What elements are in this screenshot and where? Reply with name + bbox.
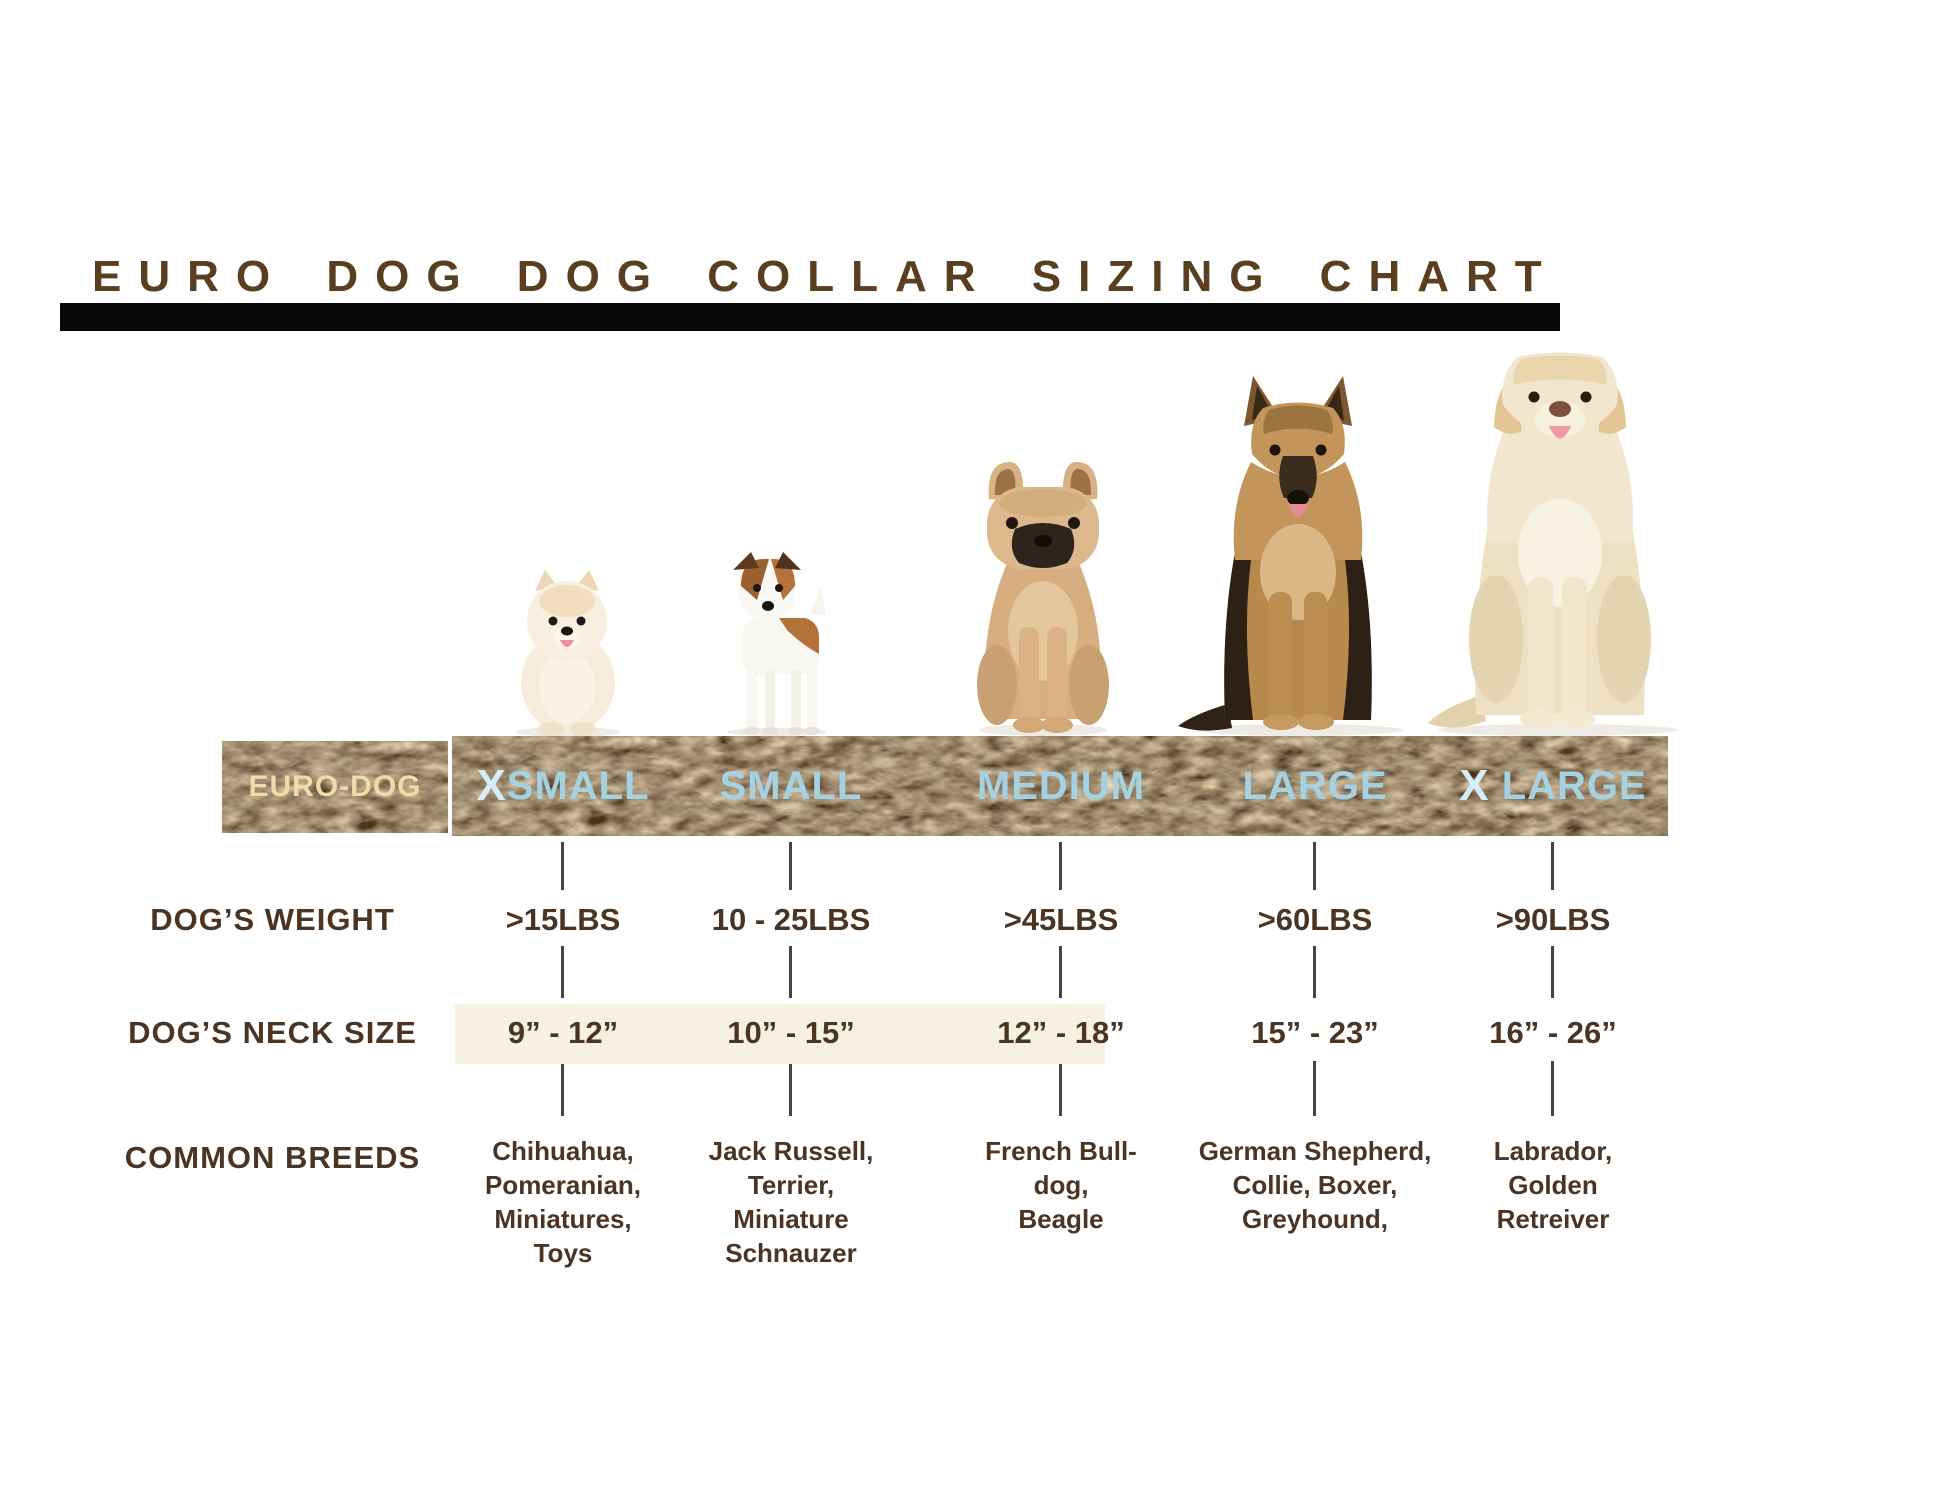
connector-tick: [1551, 946, 1554, 998]
connector-tick: [1059, 1061, 1062, 1116]
neck-value-xlarge: 16” - 26”: [1489, 1015, 1617, 1050]
brand-label: EURO-DOG: [248, 770, 422, 803]
breeds-value-medium: French Bull- dog, Beagle: [985, 1136, 1137, 1234]
connector-tick: [1313, 842, 1316, 890]
connector-tick: [561, 1061, 564, 1116]
connector-tick: [1059, 842, 1062, 890]
size-label-xlarge: X LARGE: [1459, 761, 1647, 810]
connector-tick: [1551, 842, 1554, 890]
weight-value-medium: >45LBS: [1003, 902, 1119, 937]
connector-tick: [789, 1061, 792, 1116]
breeds-value-small: Jack Russell, Terrier, Miniature Schnauz…: [708, 1136, 874, 1268]
connector-tick: [561, 946, 564, 998]
size-prefix: X: [1459, 761, 1490, 810]
jack-russell-image: [713, 546, 835, 737]
brand-plate: EURO-DOG: [222, 741, 448, 833]
weight-value-xsmall: >15LBS: [505, 902, 621, 937]
neck-value-small: 10” - 15”: [727, 1015, 855, 1050]
breeds-row-label: COMMON BREEDS: [124, 1140, 421, 1175]
neck-row-label: DOG’S NECK SIZE: [128, 1015, 417, 1050]
connector-tick: [789, 946, 792, 998]
size-label-medium: MEDIUM: [976, 763, 1146, 808]
size-label-small: SMALL: [719, 763, 863, 808]
neck-value-medium: 12” - 18”: [997, 1015, 1125, 1050]
connector-tick: [1059, 946, 1062, 998]
labrador-image: [1408, 343, 1693, 737]
page-title: EURO DOG DOG COLLAR SIZING CHART: [92, 252, 1559, 301]
weight-row-label: DOG’S WEIGHT: [150, 902, 395, 937]
neck-value-large: 15” - 23”: [1251, 1015, 1379, 1050]
weight-value-small: 10 - 25LBS: [711, 902, 871, 937]
breeds-value-large: German Shepherd, Collie, Boxer, Greyhoun…: [1198, 1136, 1432, 1234]
connector-tick: [1313, 946, 1316, 998]
connector-tick: [561, 842, 564, 890]
connector-tick: [1313, 1061, 1316, 1116]
weight-value-xlarge: >90LBS: [1495, 902, 1611, 937]
size-label-large: LARGE: [1242, 763, 1388, 808]
neck-value-xsmall: 9” - 12”: [507, 1015, 619, 1050]
size-label-xsmall: X SMALL: [476, 761, 650, 810]
neck-row-highlight-band: [455, 1004, 1105, 1064]
size-prefix: X: [476, 761, 507, 810]
french-bulldog-image: [965, 455, 1121, 737]
pomeranian-image: [505, 563, 631, 737]
connector-tick: [789, 842, 792, 890]
title-underline-bar: [60, 303, 1560, 331]
weight-value-large: >60LBS: [1257, 902, 1373, 937]
connector-tick: [1551, 1061, 1554, 1116]
size-banner: X SMALL SMALL MEDIUM LARGE X LARGE: [452, 736, 1668, 836]
breeds-value-xlarge: Labrador, Golden Retreiver: [1493, 1136, 1613, 1234]
breeds-value-xsmall: Chihuahua, Pomeranian, Miniatures, Toys: [484, 1136, 642, 1268]
german-shepherd-image: [1168, 370, 1418, 737]
